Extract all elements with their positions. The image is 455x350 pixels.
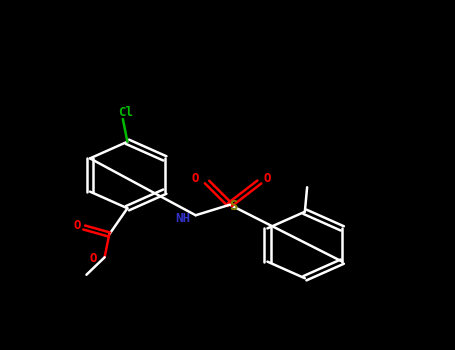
Text: O: O bbox=[192, 172, 199, 185]
Text: Cl: Cl bbox=[118, 105, 132, 119]
Text: O: O bbox=[264, 172, 271, 185]
Text: S: S bbox=[229, 199, 238, 213]
Text: O: O bbox=[90, 252, 97, 266]
Text: O: O bbox=[74, 219, 81, 232]
Text: NH: NH bbox=[176, 212, 190, 225]
